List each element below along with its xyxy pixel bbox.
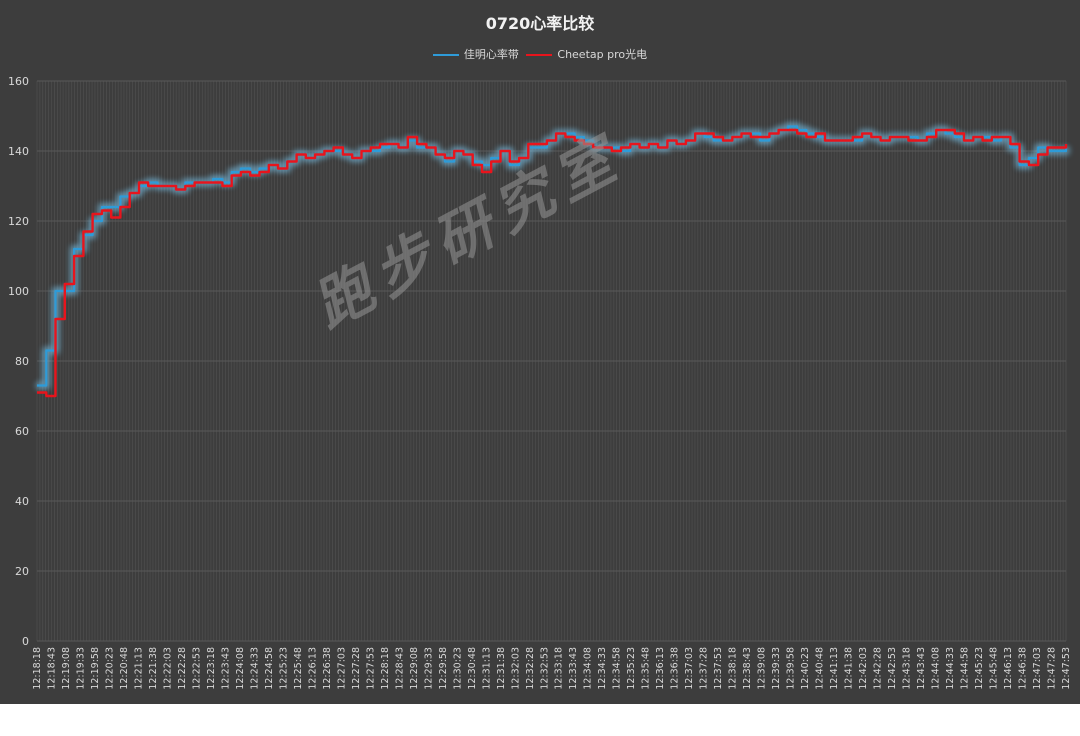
x-tick-label: 12:32:53 [539,647,550,690]
x-tick-label: 12:23:43 [220,647,231,690]
x-tick-label: 12:37:28 [699,647,710,690]
x-tick-label: 12:44:58 [960,647,971,690]
x-tick-label: 12:32:03 [510,647,521,690]
x-tick-label: 12:45:23 [974,647,985,690]
series-layer [37,124,1069,398]
x-tick-label: 12:32:28 [525,647,536,690]
chart-title: 0720心率比较 [485,14,595,33]
x-tick-label: 12:31:13 [481,647,492,690]
y-tick-label: 160 [8,75,29,88]
legend-swatch-garmin [432,54,459,56]
x-tick-label: 12:21:13 [133,647,144,690]
x-tick-label: 12:47:28 [1047,647,1058,690]
x-tick-label: 12:42:53 [887,647,898,690]
y-tick-label: 100 [8,285,29,298]
x-tick-label: 12:36:38 [670,647,681,690]
x-tick-label: 12:25:48 [293,647,304,690]
x-tick-label: 12:26:38 [322,647,333,690]
x-tick-label: 12:37:03 [684,647,695,690]
grid-layer [36,80,1067,642]
x-tick-label: 12:22:03 [162,647,173,690]
x-tick-label: 12:29:08 [409,647,420,690]
y-tick-label: 40 [15,495,29,508]
x-tick-label: 12:22:28 [177,647,188,690]
x-tick-label: 12:35:23 [626,647,637,690]
axis-layer: 0 20 40 60 80 100 120 140 160 12:18:18 12:18:43 12:… [8,75,1072,690]
x-tick-label: 12:39:33 [771,647,782,690]
legend-item-garmin: 佳明心率带 [432,46,519,62]
x-tick-label: 12:45:48 [989,647,1000,690]
x-tick-label: 12:36:13 [655,647,666,690]
x-tick-label: 12:34:58 [612,647,623,690]
y-tick-label: 20 [15,565,29,578]
x-tick-label: 12:41:38 [844,647,855,690]
y-tick-label: 80 [15,355,29,368]
x-tick-label: 12:25:23 [278,647,289,690]
chart-area: 0720心率比较 佳明心率带 Cheetap pro光电 0 20 40 60 80 10… [0,0,1080,704]
series-line-cheetap [37,128,1068,398]
x-tick-label: 12:39:08 [757,647,768,690]
x-tick-label: 12:19:58 [90,647,101,690]
x-tick-label: 12:47:53 [1061,647,1072,690]
x-tick-label: 12:18:43 [46,647,57,690]
x-tick-label: 12:33:43 [568,647,579,690]
x-tick-label: 12:34:33 [597,647,608,690]
plot-svg: 0 20 40 60 80 100 120 140 160 12:18:18 12:18:43 12:… [8,75,1072,690]
x-tick-label: 12:40:23 [800,647,811,690]
x-tick-label: 12:34:08 [583,647,594,690]
x-tick-label: 12:24:08 [235,647,246,690]
x-tick-label: 12:38:43 [742,647,753,690]
x-tick-label: 12:30:23 [452,647,463,690]
x-tick-label: 12:46:38 [1018,647,1029,690]
x-tick-label: 12:26:13 [307,647,318,690]
y-tick-label: 60 [15,425,29,438]
x-tick-label: 12:38:18 [728,647,739,690]
x-tick-label: 12:43:43 [916,647,927,690]
x-tick-label: 12:20:23 [104,647,115,690]
x-tick-label: 12:20:48 [119,647,130,690]
x-tick-label: 12:41:13 [829,647,840,690]
y-tick-label: 120 [8,215,29,228]
chart-legend: 佳明心率带 Cheetap pro光电 [0,46,1080,62]
x-tick-label: 12:24:58 [264,647,275,690]
y-tick-label: 0 [22,635,29,648]
x-tick-label: 12:28:18 [380,647,391,690]
x-tick-label: 12:21:38 [148,647,159,690]
x-tick-label: 12:39:58 [786,647,797,690]
x-tick-label: 12:22:53 [191,647,202,690]
x-tick-label: 12:37:53 [713,647,724,690]
legend-label-garmin: 佳明心率带 [463,48,519,61]
x-tick-label: 12:27:53 [365,647,376,690]
x-tick-label: 12:44:33 [945,647,956,690]
x-tick-label: 12:31:38 [496,647,507,690]
x-tick-label: 12:33:18 [554,647,565,690]
x-tick-label: 12:19:08 [61,647,72,690]
x-tick-label: 12:29:33 [423,647,434,690]
x-tick-label: 12:42:03 [858,647,869,690]
x-tick-label: 12:42:28 [873,647,884,690]
y-tick-label: 140 [8,145,29,158]
legend-swatch-cheetap [526,54,553,56]
x-tick-label: 12:19:33 [75,647,86,690]
x-tick-label: 12:43:18 [902,647,913,690]
x-tick-label: 12:40:48 [815,647,826,690]
x-tick-label: 12:24:33 [249,647,260,690]
x-tick-label: 12:27:03 [336,647,347,690]
x-tick-label: 12:46:13 [1003,647,1014,690]
x-tick-label: 12:47:03 [1032,647,1043,690]
x-tick-label: 12:27:28 [351,647,362,690]
x-tick-label: 12:44:08 [931,647,942,690]
legend-item-cheetap: Cheetap pro光电 [526,46,647,62]
x-tick-label: 12:30:48 [467,647,478,690]
x-tick-label: 12:35:48 [641,647,652,690]
x-tick-label: 12:18:18 [32,647,43,690]
x-tick-label: 12:29:58 [438,647,449,690]
x-tick-label: 12:28:43 [394,647,405,690]
x-tick-label: 12:23:18 [206,647,217,690]
legend-label-cheetap: Cheetap pro光电 [557,48,648,61]
